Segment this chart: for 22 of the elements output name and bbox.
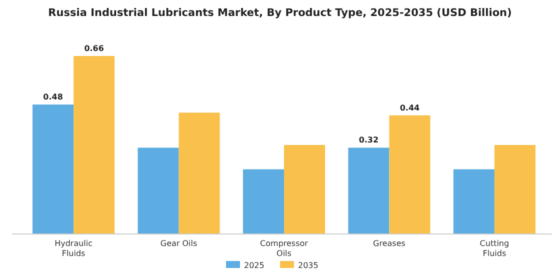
legend-label: 2025 — [244, 261, 264, 270]
x-tick-label: Cutting Fluids — [480, 239, 510, 258]
x-tick-label: Hydraulic Fluids — [54, 239, 93, 258]
bar — [242, 169, 284, 234]
chart-title: Russia Industrial Lubricants Market, By Product Type, 2025-2035 (USD Billion) — [48, 7, 512, 19]
data-label: 0.32 — [358, 136, 379, 145]
bar — [32, 104, 74, 234]
x-tick-label: Gear Oils — [160, 239, 198, 248]
x-tick-label: Compressor Oils — [260, 239, 309, 258]
data-label: 0.44 — [400, 103, 420, 112]
bar — [74, 56, 115, 234]
bar — [178, 112, 220, 234]
x-tick-label: Greases — [373, 239, 406, 248]
data-label: 0.48 — [43, 92, 64, 102]
bar — [494, 145, 536, 234]
legend-label: 2035 — [298, 261, 318, 270]
bar — [389, 115, 430, 234]
data-label: 0.66 — [84, 44, 104, 53]
bar — [453, 169, 494, 234]
bar — [284, 145, 326, 234]
bar — [348, 148, 390, 234]
bar — [138, 148, 179, 234]
